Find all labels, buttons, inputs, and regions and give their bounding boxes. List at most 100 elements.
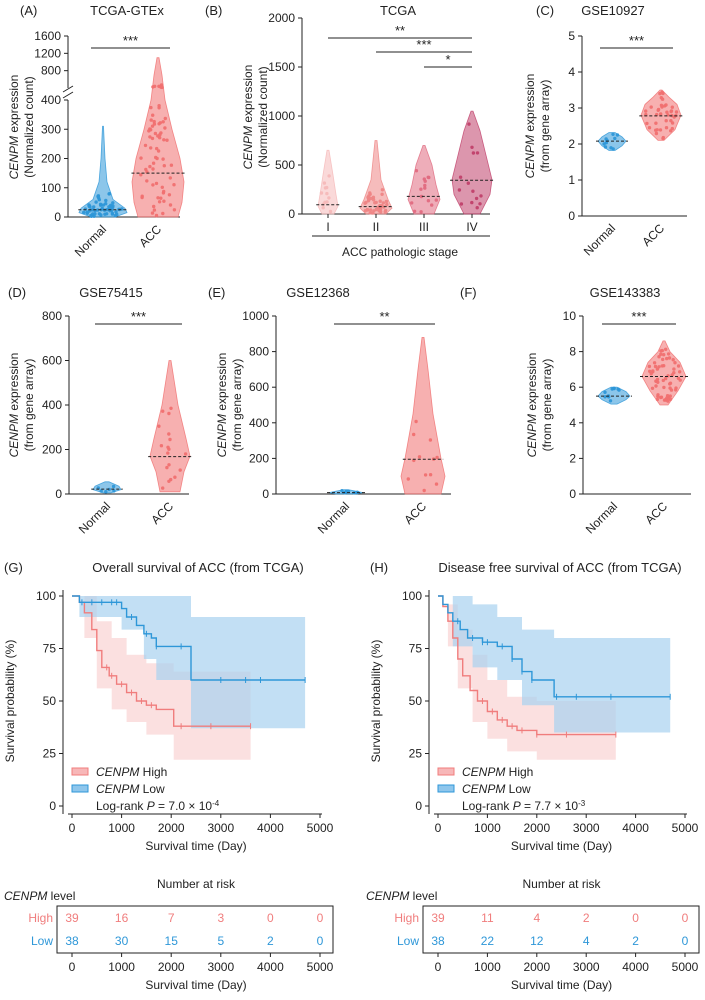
y-tick-label: 10: [563, 309, 577, 323]
y-tick-label: 5: [568, 29, 575, 43]
y-axis-label-line2: (Normalized count): [256, 66, 270, 167]
y-tick-label: 200: [41, 152, 61, 166]
acc-point: [653, 364, 658, 369]
acc-point: [152, 122, 157, 126]
acc-point: [152, 119, 156, 124]
acc-point: [151, 167, 155, 171]
acc-point: [155, 146, 159, 151]
acc-violin: [400, 337, 446, 495]
acc-point: [659, 352, 663, 356]
survival-curve-high: [438, 595, 616, 736]
normal-point: [82, 210, 86, 215]
risk-x-tick-label: 5000: [307, 960, 334, 974]
acc-point: [148, 164, 152, 169]
panel-letter: (G): [4, 560, 23, 575]
survival-curve-high: [72, 595, 251, 727]
risk-count: 0: [682, 934, 689, 948]
y-tick-label: 75: [43, 642, 57, 656]
y-axis-label-line2: (from gene array): [22, 359, 36, 452]
risk-count: 5: [217, 934, 224, 948]
x-tick-label: 4000: [622, 821, 649, 835]
y-tick-label: 1600: [34, 29, 61, 43]
normal-point: [608, 399, 613, 403]
risk-row-label: Low: [31, 934, 53, 948]
y-tick-label: 25: [43, 747, 57, 761]
stage-2-point: [381, 201, 385, 205]
y-tick-label: 100: [36, 589, 56, 603]
normal-point: [111, 201, 115, 205]
legend-swatch-high: [71, 767, 89, 776]
stage-2-point: [385, 202, 389, 207]
y-tick-label: 50: [43, 694, 57, 708]
logrank-label: Log-rank: [462, 799, 513, 813]
acc-point: [661, 91, 665, 96]
x-tick-label: I: [326, 220, 329, 234]
acc-point: [148, 135, 152, 139]
acc-point: [151, 183, 155, 187]
normal-point: [92, 205, 96, 209]
risk-table-title: Number at risk: [522, 877, 601, 891]
y-tick-label: 400: [42, 398, 62, 412]
y-axis-label-gene: CENPM: [215, 414, 229, 457]
x-tick-label: Normal: [581, 221, 618, 258]
y-tick-label: 800: [42, 309, 62, 323]
y-axis-label-line2: (Normalized count): [22, 76, 36, 177]
acc-point: [151, 85, 155, 89]
acc-point: [664, 376, 668, 381]
x-axis-label: Survival time (Day): [145, 839, 246, 853]
acc-point: [660, 364, 664, 368]
stage-2-point: [384, 208, 388, 213]
stage-4-point: [471, 151, 476, 155]
acc-point: [167, 411, 171, 416]
acc-point: [669, 388, 674, 392]
stage-2-point: [367, 198, 371, 202]
acc-point: [655, 397, 660, 402]
normal-point: [616, 387, 620, 391]
y-tick-label: 0: [568, 209, 575, 223]
risk-count: 39: [65, 911, 79, 925]
risk-count: 2: [267, 934, 274, 948]
acc-point: [664, 119, 668, 123]
stage-2-point: [368, 208, 373, 212]
panel-title: GSE143383: [590, 285, 661, 300]
risk-count: 11: [481, 911, 494, 925]
stage-2-point: [368, 211, 372, 215]
stage-4-point: [475, 151, 480, 155]
stage-1-point: [327, 196, 331, 200]
x-tick-label: 0: [69, 821, 76, 835]
acc-point: [434, 482, 439, 486]
stage-4-point: [470, 145, 474, 149]
stage-1-point: [322, 181, 327, 185]
acc-point: [167, 463, 171, 467]
normal-point: [90, 208, 94, 212]
panel-title: Disease free survival of ACC (from TCGA): [438, 560, 681, 575]
y-tick-label: 0: [415, 799, 422, 813]
p-exponent: -4: [212, 799, 220, 808]
stage-4-point: [471, 189, 475, 193]
legend-text: High: [505, 765, 533, 779]
acc-point: [422, 488, 426, 493]
risk-row-label: High: [394, 911, 419, 925]
risk-level-label: CENPM level: [366, 889, 437, 903]
y-axis-label-gene: CENPM: [7, 414, 21, 457]
acc-point: [156, 196, 160, 200]
x-tick-label: 0: [435, 821, 442, 835]
normal-point: [613, 136, 617, 141]
acc-point: [654, 384, 658, 388]
y-tick-label: 4: [568, 65, 575, 79]
significance-label: ***: [629, 33, 644, 48]
y-axis-label-gene: CENPM: [241, 126, 255, 169]
acc-point: [154, 181, 159, 186]
acc-point: [656, 394, 660, 399]
acc-point: [667, 356, 672, 360]
risk-count: 30: [115, 934, 129, 948]
acc-point: [655, 377, 660, 382]
y-tick-label: 4: [569, 416, 576, 430]
legend-swatch-low: [71, 784, 89, 793]
acc-point: [178, 468, 182, 472]
stage-1-point: [327, 174, 331, 178]
acc-point: [655, 128, 659, 132]
acc-point: [662, 385, 666, 390]
panel-letter: (C): [536, 3, 554, 18]
